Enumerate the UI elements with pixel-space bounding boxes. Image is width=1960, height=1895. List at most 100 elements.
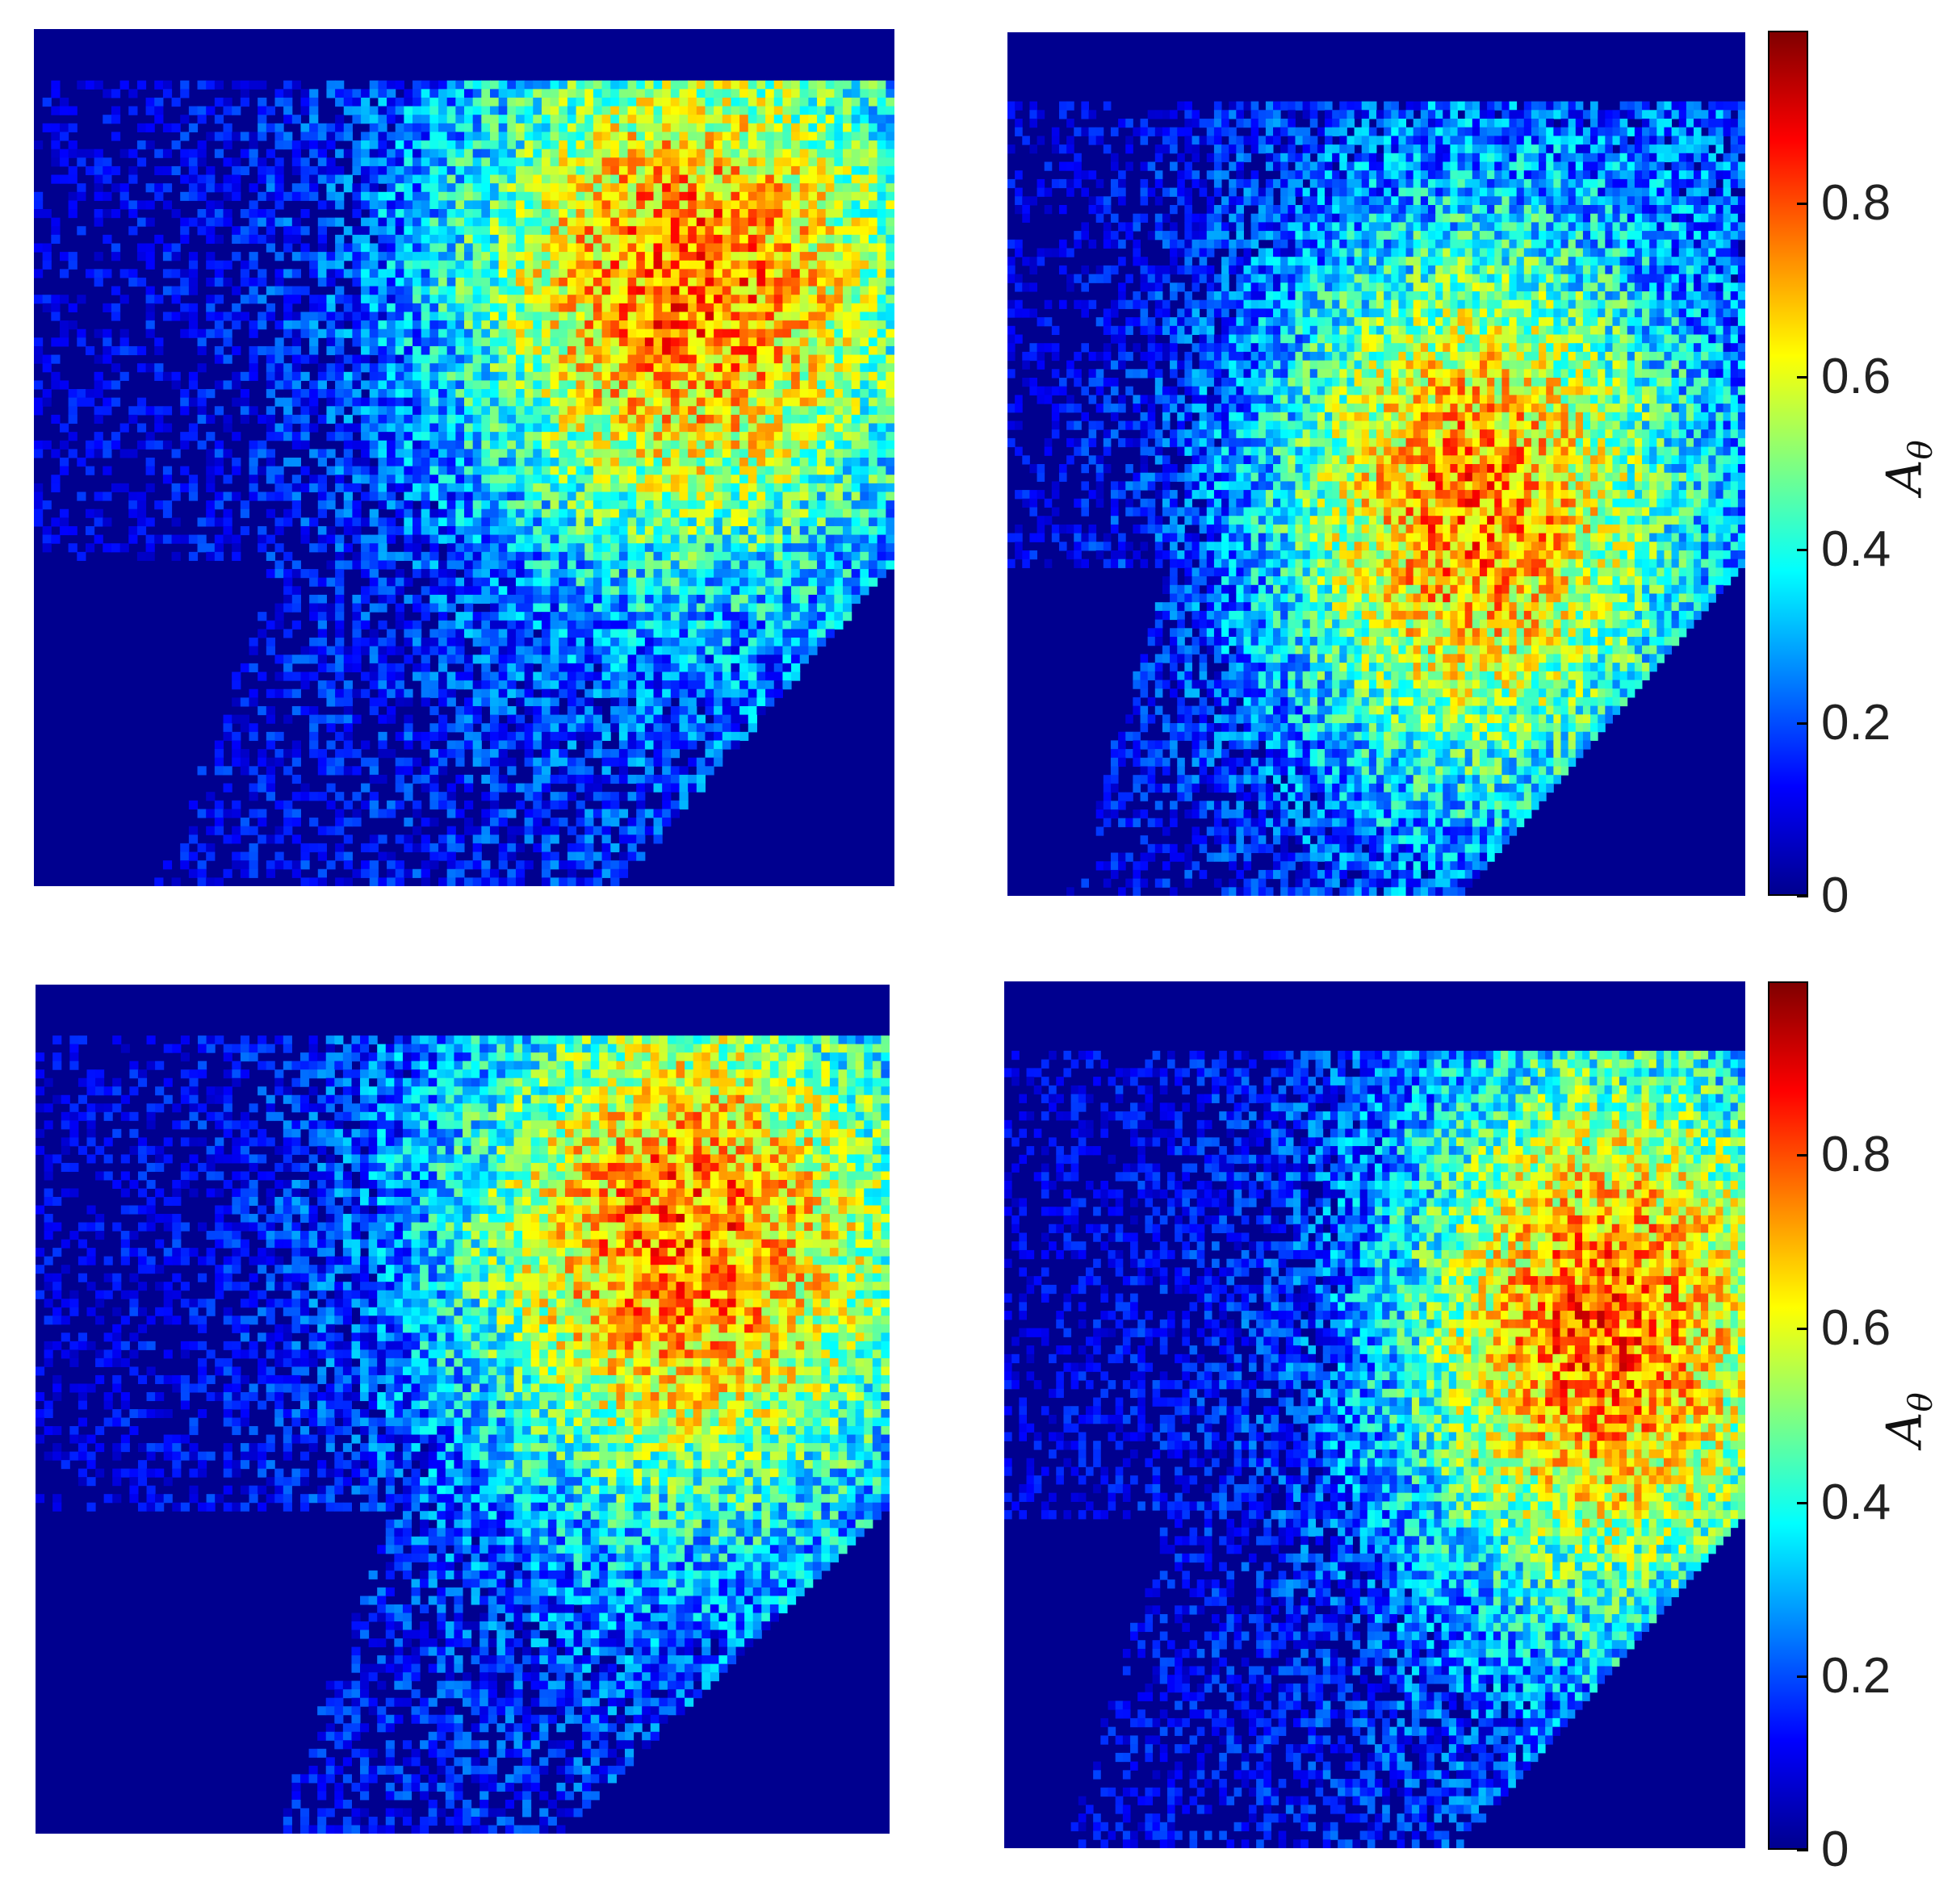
- heatmap-cell: [395, 371, 404, 381]
- heatmap-cell: [550, 328, 559, 338]
- heatmap-cell: [274, 620, 284, 630]
- heatmap-cell: [773, 106, 783, 115]
- heatmap-cell: [232, 132, 241, 141]
- heatmap-cell: [860, 354, 869, 364]
- heatmap-cell: [886, 209, 894, 219]
- heatmap-cell: [378, 517, 387, 527]
- heatmap-cell: [378, 234, 387, 245]
- heatmap-cell: [688, 534, 697, 544]
- heatmap-cell: [886, 328, 894, 338]
- heatmap-cell: [317, 149, 327, 158]
- heatmap-cell: [851, 115, 861, 124]
- heatmap-cell: [644, 354, 655, 364]
- heatmap-cell: [834, 354, 844, 364]
- heatmap-cell: [817, 551, 827, 561]
- heatmap-cell: [601, 234, 611, 245]
- heatmap-cell: [481, 252, 491, 261]
- heatmap-cell: [688, 603, 697, 613]
- heatmap-cell: [670, 303, 681, 312]
- heatmap-cell: [851, 106, 861, 115]
- heatmap-cell: [524, 449, 534, 458]
- heatmap-cell: [765, 414, 775, 425]
- heatmap-cell: [51, 354, 61, 364]
- heatmap-cell: [869, 449, 878, 458]
- heatmap-cell: [283, 629, 293, 638]
- heatmap-cell: [455, 295, 465, 304]
- heatmap-cell: [756, 217, 766, 227]
- heatmap-cell: [851, 397, 861, 407]
- heatmap-cell: [817, 115, 827, 124]
- heatmap-cell: [369, 371, 379, 381]
- heatmap-cell: [429, 543, 439, 553]
- heatmap-cell: [627, 149, 637, 158]
- heatmap-cell: [77, 551, 86, 561]
- heatmap-cell: [387, 594, 396, 604]
- heatmap-cell: [429, 269, 439, 278]
- heatmap-cell: [851, 475, 861, 484]
- heatmap-cell: [438, 345, 448, 356]
- heatmap-cell: [670, 603, 681, 613]
- heatmap-cell: [507, 312, 517, 321]
- heatmap-cell: [756, 449, 766, 458]
- heatmap-cell: [714, 363, 723, 373]
- heatmap-cell: [326, 174, 336, 184]
- heatmap-cell: [111, 209, 121, 219]
- heatmap-cell: [541, 363, 551, 373]
- heatmap-cell: [834, 295, 844, 304]
- heatmap-cell: [860, 277, 869, 287]
- heatmap-cell: [843, 483, 852, 493]
- heatmap-cell: [791, 380, 801, 390]
- heatmap-cell: [335, 80, 345, 90]
- heatmap-cell: [808, 106, 818, 115]
- heatmap-cell: [576, 123, 585, 132]
- heatmap-cell: [550, 115, 559, 124]
- heatmap-cell: [515, 345, 526, 356]
- heatmap-cell: [300, 106, 310, 115]
- heatmap-cell: [791, 397, 801, 407]
- heatmap-cell: [869, 432, 878, 441]
- heatmap-cell: [817, 200, 827, 210]
- heatmap-cell: [869, 89, 878, 98]
- heatmap-cell: [696, 389, 706, 399]
- heatmap-cell: [618, 483, 629, 493]
- heatmap-cell: [662, 328, 672, 338]
- heatmap-cell: [576, 149, 585, 158]
- heatmap-cell: [361, 106, 371, 115]
- heatmap-cell: [670, 508, 681, 518]
- heatmap-cell: [352, 560, 362, 570]
- heatmap-cell: [791, 80, 801, 90]
- heatmap-cell: [817, 423, 827, 433]
- heatmap-cell: [361, 354, 371, 364]
- heatmap-cell: [94, 492, 103, 501]
- heatmap-cell: [644, 149, 655, 158]
- heatmap-cell: [627, 423, 637, 433]
- heatmap-cell: [464, 475, 474, 484]
- heatmap-cell: [662, 466, 672, 475]
- heatmap-cell: [550, 183, 559, 193]
- heatmap-cell: [387, 89, 396, 98]
- heatmap-cell: [446, 149, 456, 158]
- heatmap-cell: [705, 234, 714, 245]
- heatmap-cell: [567, 269, 577, 278]
- heatmap-cell: [446, 191, 456, 201]
- heatmap-cell: [541, 458, 551, 467]
- heatmap-cell: [636, 97, 646, 107]
- heatmap-cell: [765, 106, 775, 115]
- heatmap-cell: [851, 414, 861, 425]
- heatmap-cell: [369, 312, 379, 321]
- heatmap-cell: [291, 432, 301, 441]
- heatmap-cell: [559, 397, 568, 407]
- heatmap-cell: [576, 466, 585, 475]
- heatmap-cell: [300, 243, 310, 253]
- heatmap-cell: [68, 543, 77, 553]
- heatmap-cell: [498, 89, 508, 98]
- heatmap-cell: [636, 226, 646, 236]
- heatmap-cell: [489, 277, 500, 287]
- heatmap-cell: [42, 260, 52, 270]
- heatmap-cell: [240, 226, 250, 236]
- heatmap-cell: [886, 89, 894, 98]
- heatmap-cell: [395, 97, 404, 107]
- heatmap-cell: [679, 115, 689, 124]
- heatmap-cell: [214, 80, 224, 90]
- heatmap-cell: [541, 97, 551, 107]
